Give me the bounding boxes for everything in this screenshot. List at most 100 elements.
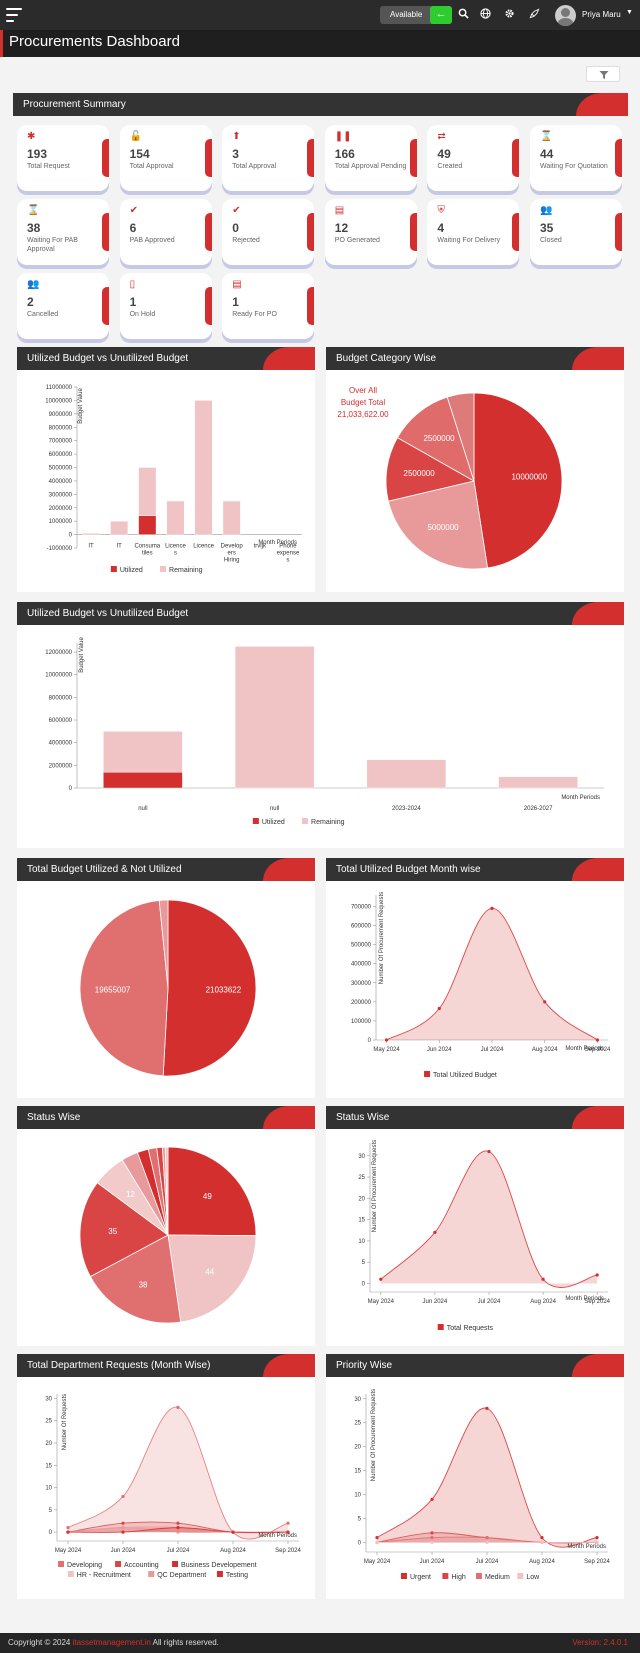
x-tick-label: ers — [228, 551, 236, 557]
pie-slice — [167, 1146, 257, 1237]
y-axis-label: Number Of Requests — [62, 1394, 68, 1450]
pie-slice — [385, 437, 476, 502]
y-axis-label: Number Of Procurement Requests — [379, 892, 385, 984]
users-icon: 👥 — [540, 205, 553, 216]
x-tick-label: 2026-2027 — [524, 806, 553, 812]
x-tick-label: Jun 2024 — [111, 1548, 136, 1554]
summary-card[interactable]: ⬆ 3 Total Approval — [222, 125, 315, 191]
data-point — [487, 1149, 491, 1154]
x-tick-label: Jun 2024 — [427, 1047, 452, 1053]
arrow-left-icon[interactable]: ← — [430, 6, 452, 24]
data-point — [595, 1273, 599, 1277]
y-tick-label: 8000000 — [49, 425, 73, 431]
slice-label: 2500000 — [404, 469, 436, 478]
search-icon[interactable] — [456, 8, 470, 22]
x-tick-label: Sep 2024 — [585, 1047, 611, 1053]
pie-slice — [158, 899, 169, 989]
summary-card[interactable]: ⛨ 4 Waiting For Delivery — [427, 199, 520, 265]
summary-card[interactable]: 👥 35 Closed — [530, 199, 622, 265]
panel-header: Total Department Requests (Month Wise) — [17, 1354, 315, 1377]
area-fill — [68, 1407, 288, 1540]
x-axis-label: Month Periods — [565, 1046, 604, 1052]
y-axis-label: Number Of Procurement Requests — [371, 1389, 377, 1481]
copyright-text: Copyright © 2024 — [8, 1638, 73, 1647]
user-name[interactable]: Priya Maru — [582, 10, 621, 19]
summary-card[interactable]: ▯ 1 On Hold — [119, 273, 212, 339]
x-tick-label: May 2024 — [368, 1299, 395, 1305]
filter-button[interactable] — [586, 66, 620, 82]
panel-title: Utilized Budget vs Unutilized Budget — [27, 608, 189, 619]
y-tick-label: 15 — [45, 1463, 52, 1469]
card-label: On Hold — [129, 311, 156, 318]
card-label: PO Generated — [334, 237, 380, 244]
menu-icon[interactable] — [6, 8, 22, 22]
panel-header: Status Wise — [326, 1106, 624, 1129]
globe-icon[interactable] — [478, 8, 492, 22]
data-point — [433, 1230, 437, 1234]
x-tick-label: May 2024 — [55, 1548, 82, 1554]
priority-chart: 0 5 10 15 20 25 30 May 2024 Jun 2024 Jul 2024 Aug … — [354, 1389, 610, 1581]
legend-label: Urgent — [410, 1574, 431, 1581]
y-tick-label: 10 — [354, 1493, 361, 1499]
bar — [234, 646, 315, 789]
card-value: 193 — [27, 147, 48, 161]
pie-slice — [396, 396, 475, 482]
card-accent — [307, 213, 315, 251]
bar — [110, 520, 129, 535]
card-label: Total Approval Pending — [334, 163, 407, 170]
annotation-text: 21,033,622.00 — [337, 410, 389, 419]
y-tick-label: 5000000 — [49, 466, 73, 472]
brand-link[interactable]: itassetmanagement.in — [72, 1638, 151, 1647]
slice-label: 38 — [139, 1280, 148, 1289]
x-tick-label: s — [286, 558, 289, 564]
x-tick-label: May 2024 — [373, 1047, 400, 1053]
summary-card[interactable]: ✔ 0 Rejected — [222, 199, 315, 265]
x-tick-label: Phone — [279, 544, 297, 550]
y-tick-label: 300000 — [351, 981, 372, 987]
rocket-icon[interactable] — [527, 8, 541, 22]
bar — [103, 771, 183, 789]
card-accent — [204, 287, 212, 325]
hourglass-icon: ⌛ — [27, 205, 40, 216]
summary-card[interactable]: ✱ 193 Total Request — [17, 125, 109, 191]
y-tick-label: 200000 — [351, 1000, 372, 1006]
x-tick-label: Hiring — [224, 558, 240, 564]
upload-circle-icon: ⬆ — [232, 131, 241, 142]
id-card-icon: ▤ — [232, 279, 242, 290]
data-point — [430, 1497, 434, 1501]
card-accent — [102, 213, 109, 251]
y-tick-label: 30 — [45, 1396, 52, 1402]
x-tick-label: 2023-2024 — [392, 806, 421, 812]
gear-icon[interactable] — [502, 8, 516, 22]
summary-card[interactable]: 🔓 154 Total Approval — [119, 125, 212, 191]
summary-card[interactable]: ▤ 1 Ready For PO — [222, 273, 315, 339]
card-label: Waiting For Delivery — [437, 237, 501, 244]
summary-card[interactable]: ⌛ 38 Waiting For PAB Approval — [17, 199, 109, 265]
legend-swatch — [475, 1573, 482, 1579]
data-point — [176, 1405, 180, 1409]
data-point — [430, 1531, 434, 1535]
summary-card[interactable]: ⌛ 44 Waiting For Quotation — [530, 125, 622, 191]
panel-header: Utilized Budget vs Unutilized Budget — [17, 347, 315, 370]
users-icon: 👥 — [27, 279, 40, 290]
x-tick-label: Sep 2024 — [584, 1299, 610, 1305]
panel-title: Total Utilized Budget Month wise — [336, 864, 481, 875]
legend-swatch — [67, 1571, 74, 1577]
pie-slice — [446, 392, 475, 482]
x-axis-label: Month Periods — [561, 795, 600, 801]
summary-card[interactable]: ⇄ 49 Created — [427, 125, 520, 191]
summary-card[interactable]: ▤ 12 PO Generated — [324, 199, 417, 265]
y-tick-label: 0 — [69, 533, 73, 539]
pie-slice — [387, 480, 488, 570]
chevron-down-icon[interactable]: ▼ — [626, 9, 633, 16]
data-point — [485, 1406, 489, 1410]
card-label: Cancelled — [27, 311, 59, 318]
summary-card[interactable]: ✔ 6 PAB Approved — [119, 199, 212, 265]
y-tick-label: 10000000 — [45, 673, 72, 679]
summary-card[interactable]: 👥 2 Cancelled — [17, 273, 109, 339]
y-tick-label: 10 — [45, 1486, 52, 1492]
avatar[interactable] — [555, 5, 576, 26]
card-value: 6 — [129, 221, 137, 235]
summary-card[interactable]: ❚❚ 166 Total Approval Pending — [324, 125, 417, 191]
total-budget-panel: 21033622 19655007 — [17, 881, 315, 1098]
